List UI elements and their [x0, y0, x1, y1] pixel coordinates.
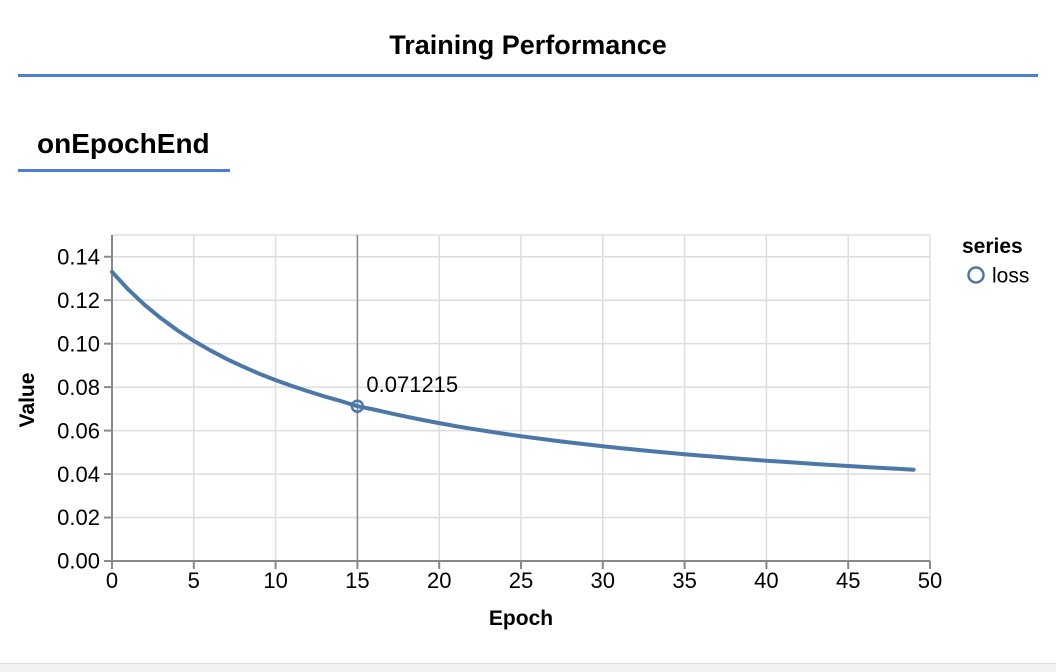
hover-marker	[350, 399, 365, 413]
tooltip-value: 0.071215	[366, 372, 458, 397]
x-axis-tick-label: 25	[509, 568, 533, 593]
x-axis-title: Epoch	[489, 607, 553, 630]
title-divider	[18, 74, 1038, 77]
y-axis-tick-label: 0.08	[57, 375, 100, 400]
y-axis-title: Value	[16, 373, 39, 428]
page-title: Training Performance	[389, 30, 667, 60]
x-axis-tick-label: 20	[427, 568, 451, 593]
x-axis-tick-label: 45	[836, 568, 860, 593]
y-axis-tick-label: 0.06	[57, 418, 100, 443]
y-axis-tick-label: 0.02	[57, 505, 100, 530]
x-axis-tick-label: 50	[918, 568, 942, 593]
x-axis-tick-label: 30	[591, 568, 615, 593]
bottom-page-edge	[0, 663, 1056, 672]
y-axis-tick-label: 0.00	[57, 549, 100, 574]
y-axis-tick-label: 0.14	[57, 244, 100, 269]
series-line-loss[interactable]	[110, 269, 916, 472]
section-title: onEpochEnd	[37, 128, 210, 159]
y-axis-tick-label: 0.04	[57, 462, 100, 487]
legend-label-loss[interactable]: loss	[992, 264, 1029, 287]
legend-title: series	[962, 235, 1023, 258]
y-axis-tick-label: 0.10	[57, 331, 100, 356]
x-axis-tick-label: 15	[345, 568, 369, 593]
x-axis-tick-label: 10	[263, 568, 287, 593]
y-axis-tick-label: 0.12	[57, 288, 100, 313]
x-axis-tick-label: 0	[106, 568, 118, 593]
x-axis-tick-label: 5	[188, 568, 200, 593]
section-divider	[18, 169, 230, 172]
x-axis-tick-label: 35	[672, 568, 696, 593]
legend-symbol-loss[interactable]	[967, 266, 985, 284]
x-axis-tick-label: 40	[754, 568, 778, 593]
